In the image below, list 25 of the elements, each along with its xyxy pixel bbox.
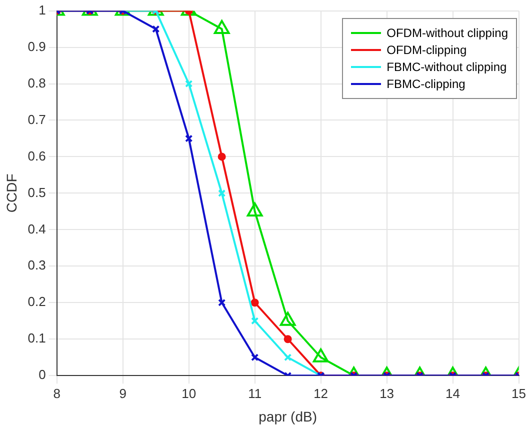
legend-label: OFDM-clipping — [386, 43, 467, 57]
legend-label: FBMC-clipping — [386, 77, 466, 91]
x-tick-label: 15 — [512, 386, 526, 401]
y-tick-label: 0.5 — [28, 184, 46, 200]
x-tick-label: 11 — [248, 386, 262, 401]
y-tick-label: 0.4 — [28, 221, 46, 236]
y-tick-label: 0.1 — [28, 330, 46, 346]
x-tick-label: 13 — [380, 386, 394, 401]
x-axis-title: papr (dB) — [258, 408, 317, 424]
x-tick-label: 9 — [119, 386, 126, 401]
y-tick-label: 0.6 — [28, 148, 46, 164]
legend-label: OFDM-without clipping — [386, 26, 508, 40]
x-tick-label: 12 — [314, 386, 328, 401]
y-tick-label: 0.3 — [28, 258, 46, 273]
y-tick-label: 0.8 — [28, 75, 46, 90]
y-tick-label: 0.9 — [28, 38, 46, 54]
y-tick-label: 0.7 — [28, 112, 46, 127]
x-tick-label: 8 — [53, 386, 60, 401]
y-tick-label: 1 — [38, 2, 46, 18]
x-tick-label: 14 — [446, 386, 460, 401]
x-tick-label: 10 — [182, 386, 196, 401]
legend-label: FBMC-without clipping — [386, 60, 507, 74]
y-tick-label: 0 — [38, 367, 46, 382]
y-tick-label: 0.2 — [28, 294, 46, 310]
y-axis-title: CCDF — [3, 174, 20, 213]
